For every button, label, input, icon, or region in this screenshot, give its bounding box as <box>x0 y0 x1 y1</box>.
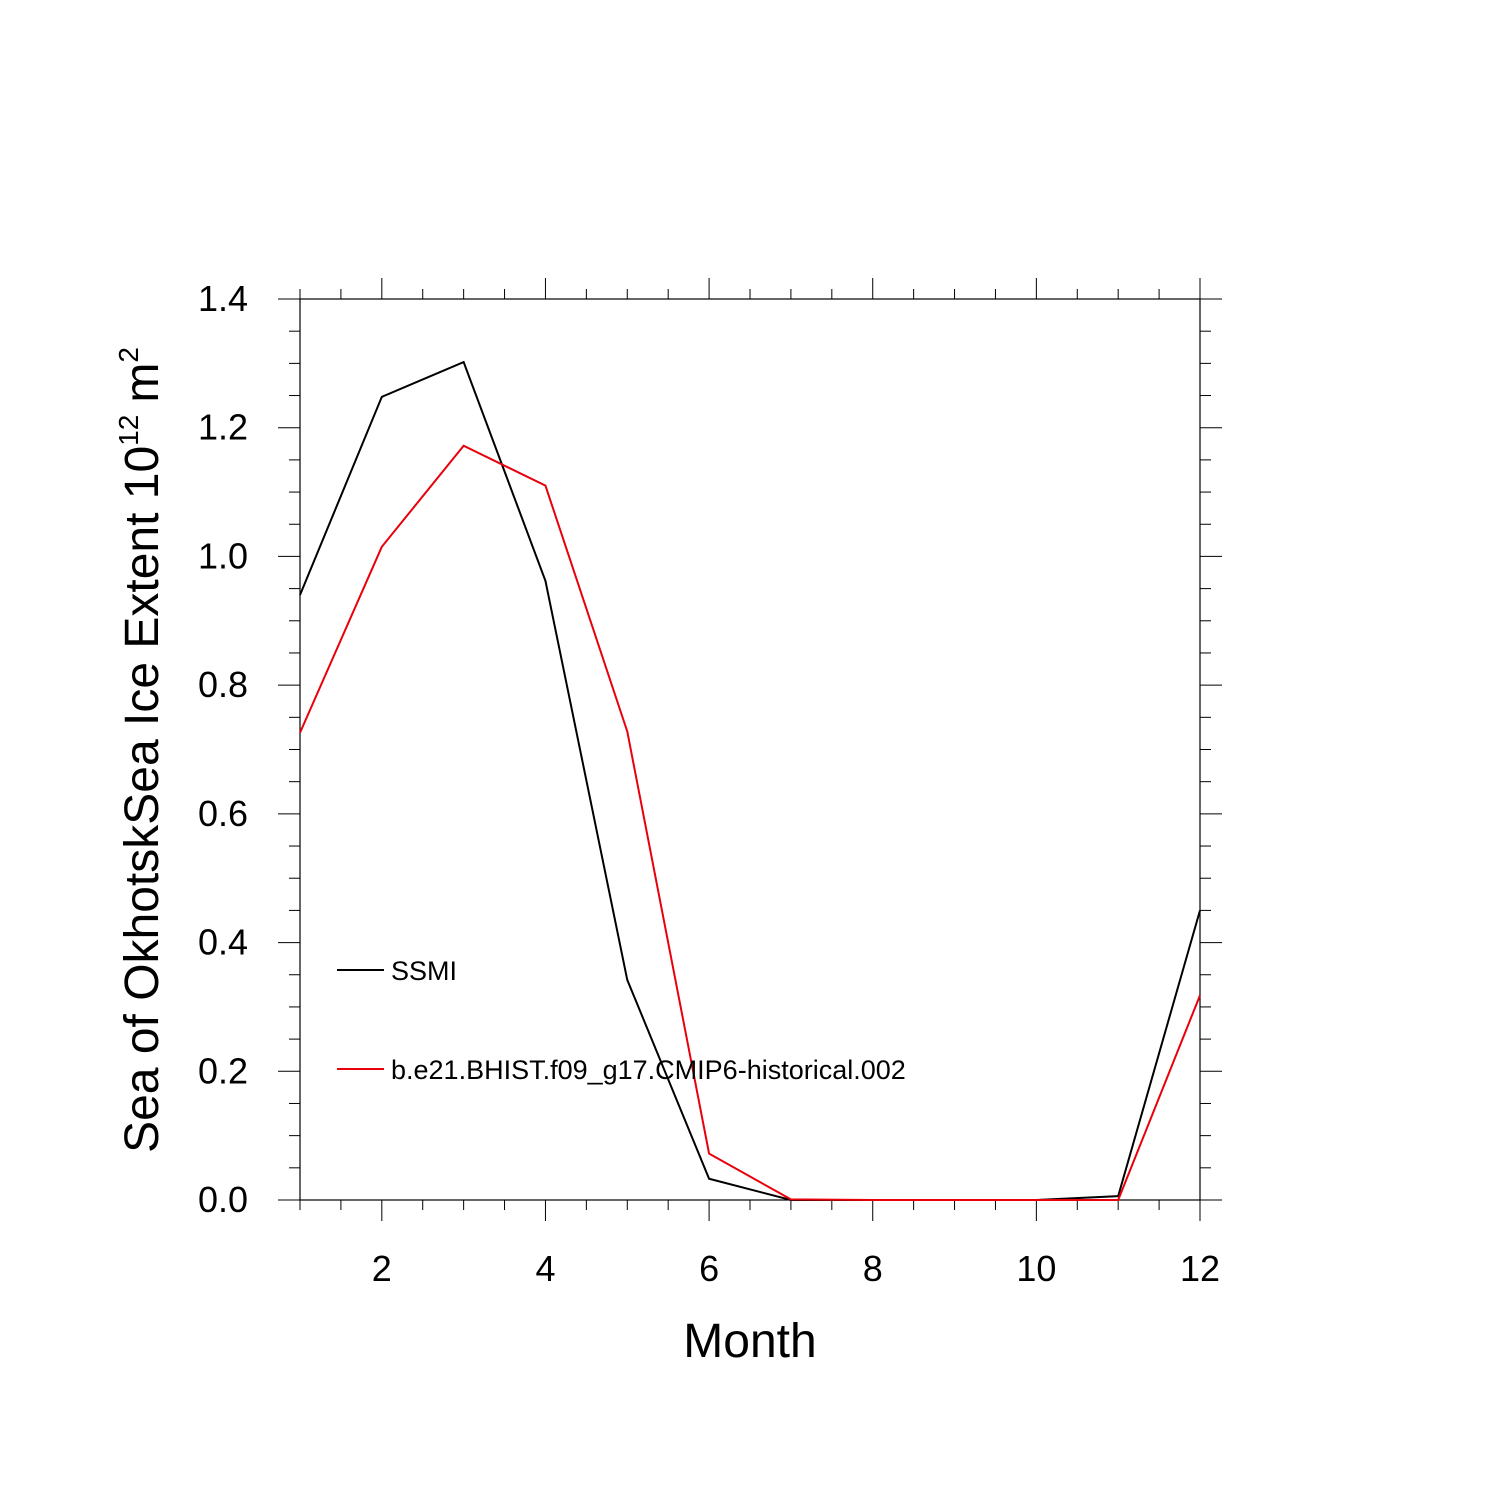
x-tick-label: 8 <box>863 1248 883 1289</box>
x-tick-label: 2 <box>372 1248 392 1289</box>
y-axis-title-unit-exponent: 2 <box>113 347 144 363</box>
legend-label-ssmi: SSMI <box>391 956 457 986</box>
y-axis-title-unit: m <box>116 363 169 403</box>
x-tick-label: 4 <box>535 1248 555 1289</box>
y-axis-title: Sea of OkhotskSea Ice Extent 1012 m2 <box>113 347 169 1153</box>
x-tick-label: 12 <box>1180 1248 1220 1289</box>
y-axis-title-main: Sea of OkhotskSea Ice Extent 10 <box>116 446 169 1153</box>
x-axis-title: Month <box>683 1315 816 1368</box>
y-tick-label: 0.8 <box>198 664 248 705</box>
y-axis-title-exponent: 12 <box>113 415 144 446</box>
y-tick-label: 0.0 <box>198 1179 248 1220</box>
legend-label-cmip6: b.e21.BHIST.f09_g17.CMIP6-historical.002 <box>391 1055 906 1085</box>
y-tick-label: 1.0 <box>198 535 248 576</box>
y-tick-label: 1.4 <box>198 278 248 319</box>
y-tick-label: 0.4 <box>198 922 248 963</box>
x-tick-label: 6 <box>699 1248 719 1289</box>
series-lines <box>299 360 1201 1201</box>
y-tick-label: 0.6 <box>198 793 248 834</box>
axis-ticks <box>278 278 1222 1221</box>
y-tick-label: 1.2 <box>198 407 248 448</box>
y-tick-label: 0.2 <box>198 1050 248 1091</box>
series-line-1 <box>299 444 1201 1201</box>
legend: SSMI b.e21.BHIST.f09_g17.CMIP6-historica… <box>337 956 906 1085</box>
tick-labels: 2 4 6 8 10 12 0.0 0.2 0.4 0.6 0.8 1.0 1.2 1.4 <box>198 278 1220 1289</box>
x-tick-label: 10 <box>1016 1248 1056 1289</box>
